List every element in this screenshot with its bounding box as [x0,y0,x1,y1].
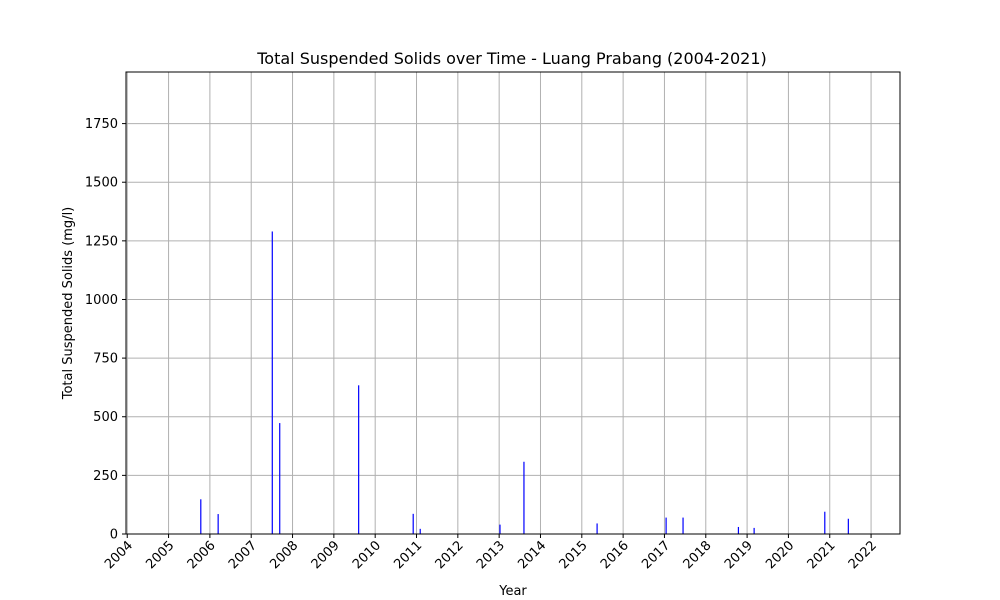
y-axis-ticks: 0 250 500 750 1000 1250 1500 1750 [85,117,126,543]
y-tick-label: 500 [93,410,118,425]
y-tick-label: 750 [93,352,118,367]
bar [824,511,826,534]
bar [847,518,849,534]
y-tick-label: 250 [93,469,118,484]
chart-title: Total Suspended Solids over Time - Luang… [256,49,767,68]
x-axis-label: Year [498,584,527,599]
bar [737,526,740,534]
y-tick-label: 1500 [85,176,118,191]
plot-area-frame [125,71,901,535]
y-tick-label: 0 [110,528,118,543]
bar [596,523,598,534]
bar [682,517,684,534]
bar [419,528,421,534]
y-axis-label: Total Suspended Solids (mg/l) [61,207,76,401]
bar [412,513,414,534]
y-tick-label: 1750 [85,117,118,132]
bar [523,461,525,534]
y-tick-label: 1000 [85,293,118,308]
bar [499,524,501,534]
bar-series [200,231,849,534]
bar [271,231,273,534]
bar [279,423,281,534]
bar [753,527,755,534]
bar [665,517,667,534]
bar [358,385,360,534]
y-tick-label: 1250 [85,234,118,249]
bar [200,499,202,534]
grid-lines [126,72,900,535]
bar [217,514,219,534]
